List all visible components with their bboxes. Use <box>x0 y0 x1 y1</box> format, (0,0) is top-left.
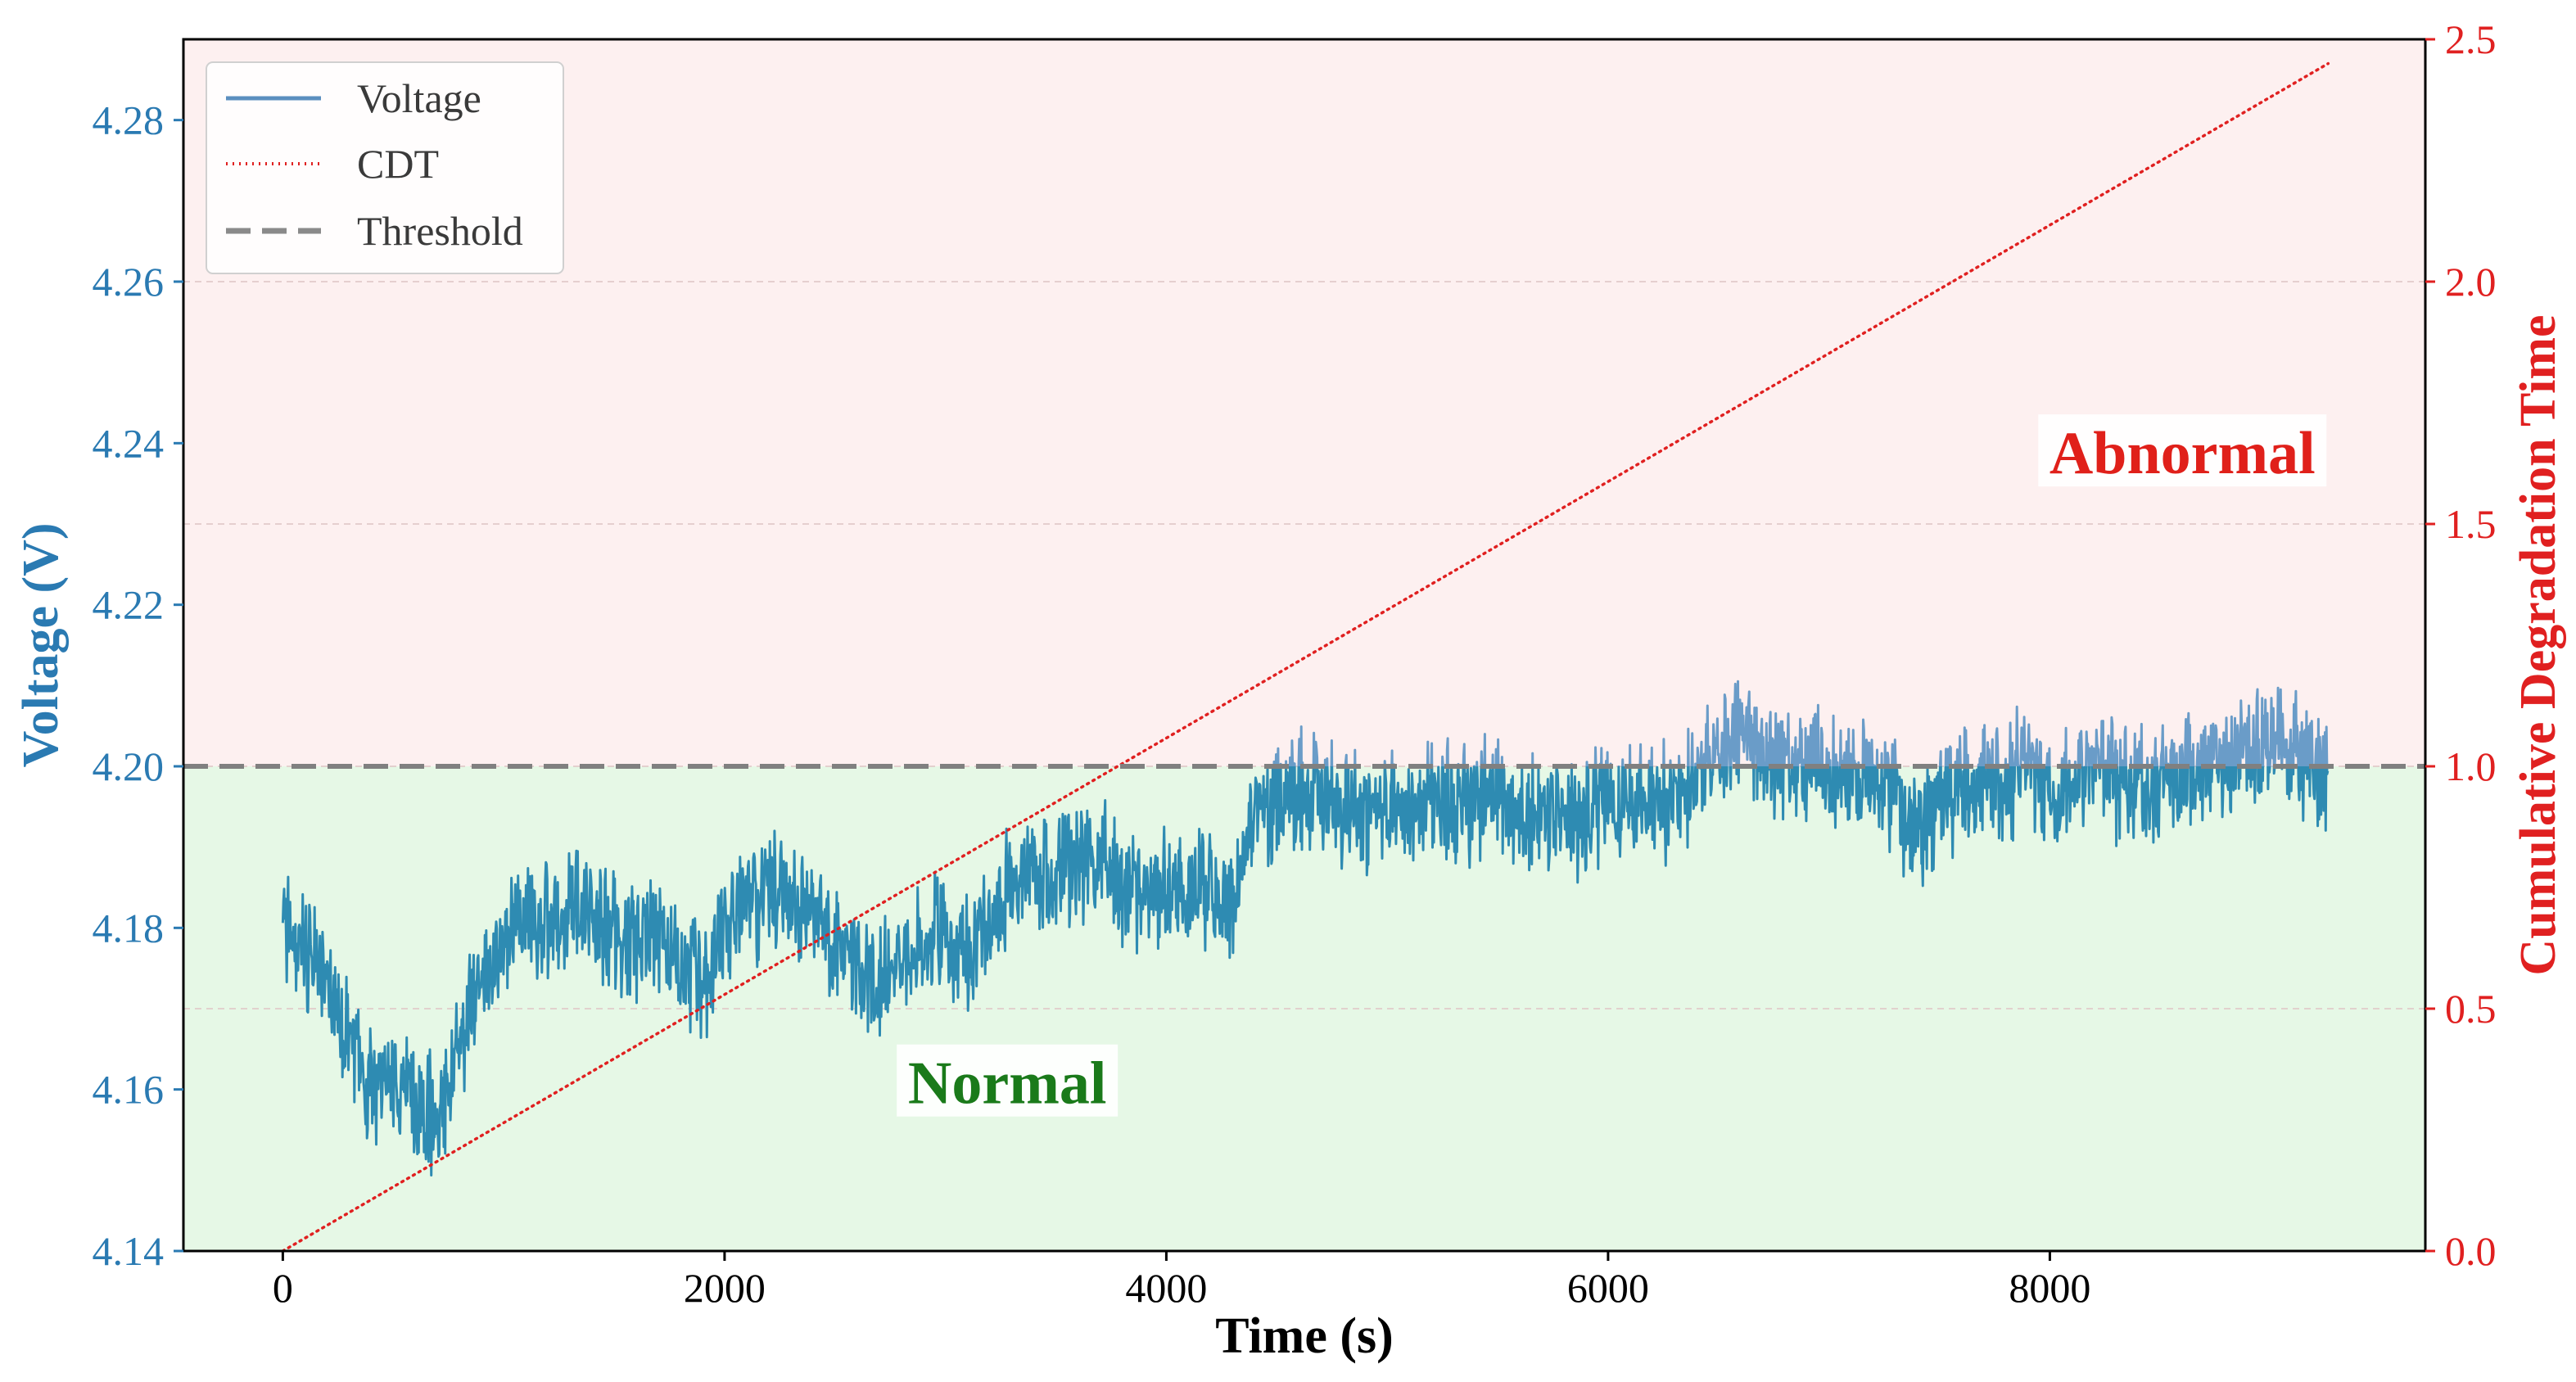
right-y-axis-title: Cumulative Degradation Time <box>2510 314 2566 975</box>
region-label-abnormal: Abnormal <box>2050 420 2316 487</box>
plot-frame <box>182 38 2427 1253</box>
region-labels: Normal Abnormal <box>897 414 2327 1118</box>
left-y-tick-label-3: 4.20 <box>93 743 165 789</box>
x-tick-label-3: 6000 <box>1567 1265 1649 1311</box>
region-label-bg-abnormal <box>2038 414 2327 487</box>
voltage-line-below <box>281 766 2330 1177</box>
x-tick-label-1: 2000 <box>684 1265 766 1311</box>
left-y-tick-label-0: 4.14 <box>93 1228 165 1274</box>
right-y-tick-label-2: 1.0 <box>2445 743 2497 789</box>
right-y-tick-label-4: 2.0 <box>2445 259 2497 305</box>
x-tick-label-0: 0 <box>273 1265 293 1311</box>
legend-threshold-label: Threshold <box>357 208 523 254</box>
region-label-bg-normal <box>897 1044 1119 1117</box>
x-axis-ticks: 0 2000 4000 6000 8000 <box>273 1251 2090 1311</box>
left-y-tick-label-2: 4.18 <box>93 905 165 951</box>
left-y-tick-label-1: 4.16 <box>93 1067 165 1113</box>
right-y-tick-label-5: 2.5 <box>2445 16 2497 62</box>
left-y-tick-label-5: 4.24 <box>93 420 165 466</box>
left-y-tick-label-4: 4.22 <box>93 582 165 628</box>
right-y-tick-label-3: 1.5 <box>2445 501 2497 547</box>
left-y-tick-label-7: 4.28 <box>93 97 165 143</box>
left-y-tick-label-6: 4.26 <box>93 259 165 305</box>
x-tick-label-4: 8000 <box>2009 1265 2090 1311</box>
legend-cdt-label: CDT <box>357 141 439 187</box>
region-label-normal: Normal <box>908 1050 1107 1118</box>
region-normal <box>183 766 2425 1251</box>
cdt-line <box>281 61 2330 1251</box>
legend: Voltage CDT Threshold <box>206 61 564 274</box>
series-group <box>183 61 2425 1251</box>
legend-box <box>206 61 564 274</box>
x-axis-title: Time (s) <box>1215 1308 1394 1364</box>
right-y-tick-label-1: 0.5 <box>2445 986 2497 1032</box>
right-y-tick-label-0: 0.0 <box>2445 1228 2497 1274</box>
legend-voltage-label: Voltage <box>357 75 481 121</box>
right-y-axis-ticks: 0.0 0.5 1.0 1.5 2.0 2.5 <box>2425 16 2497 1274</box>
left-y-axis-title: Voltage (V) <box>13 522 69 767</box>
x-tick-label-2: 4000 <box>1125 1265 1207 1311</box>
left-y-axis-ticks: 4.14 4.16 4.18 4.20 4.22 4.24 4.26 4.28 <box>93 97 183 1274</box>
